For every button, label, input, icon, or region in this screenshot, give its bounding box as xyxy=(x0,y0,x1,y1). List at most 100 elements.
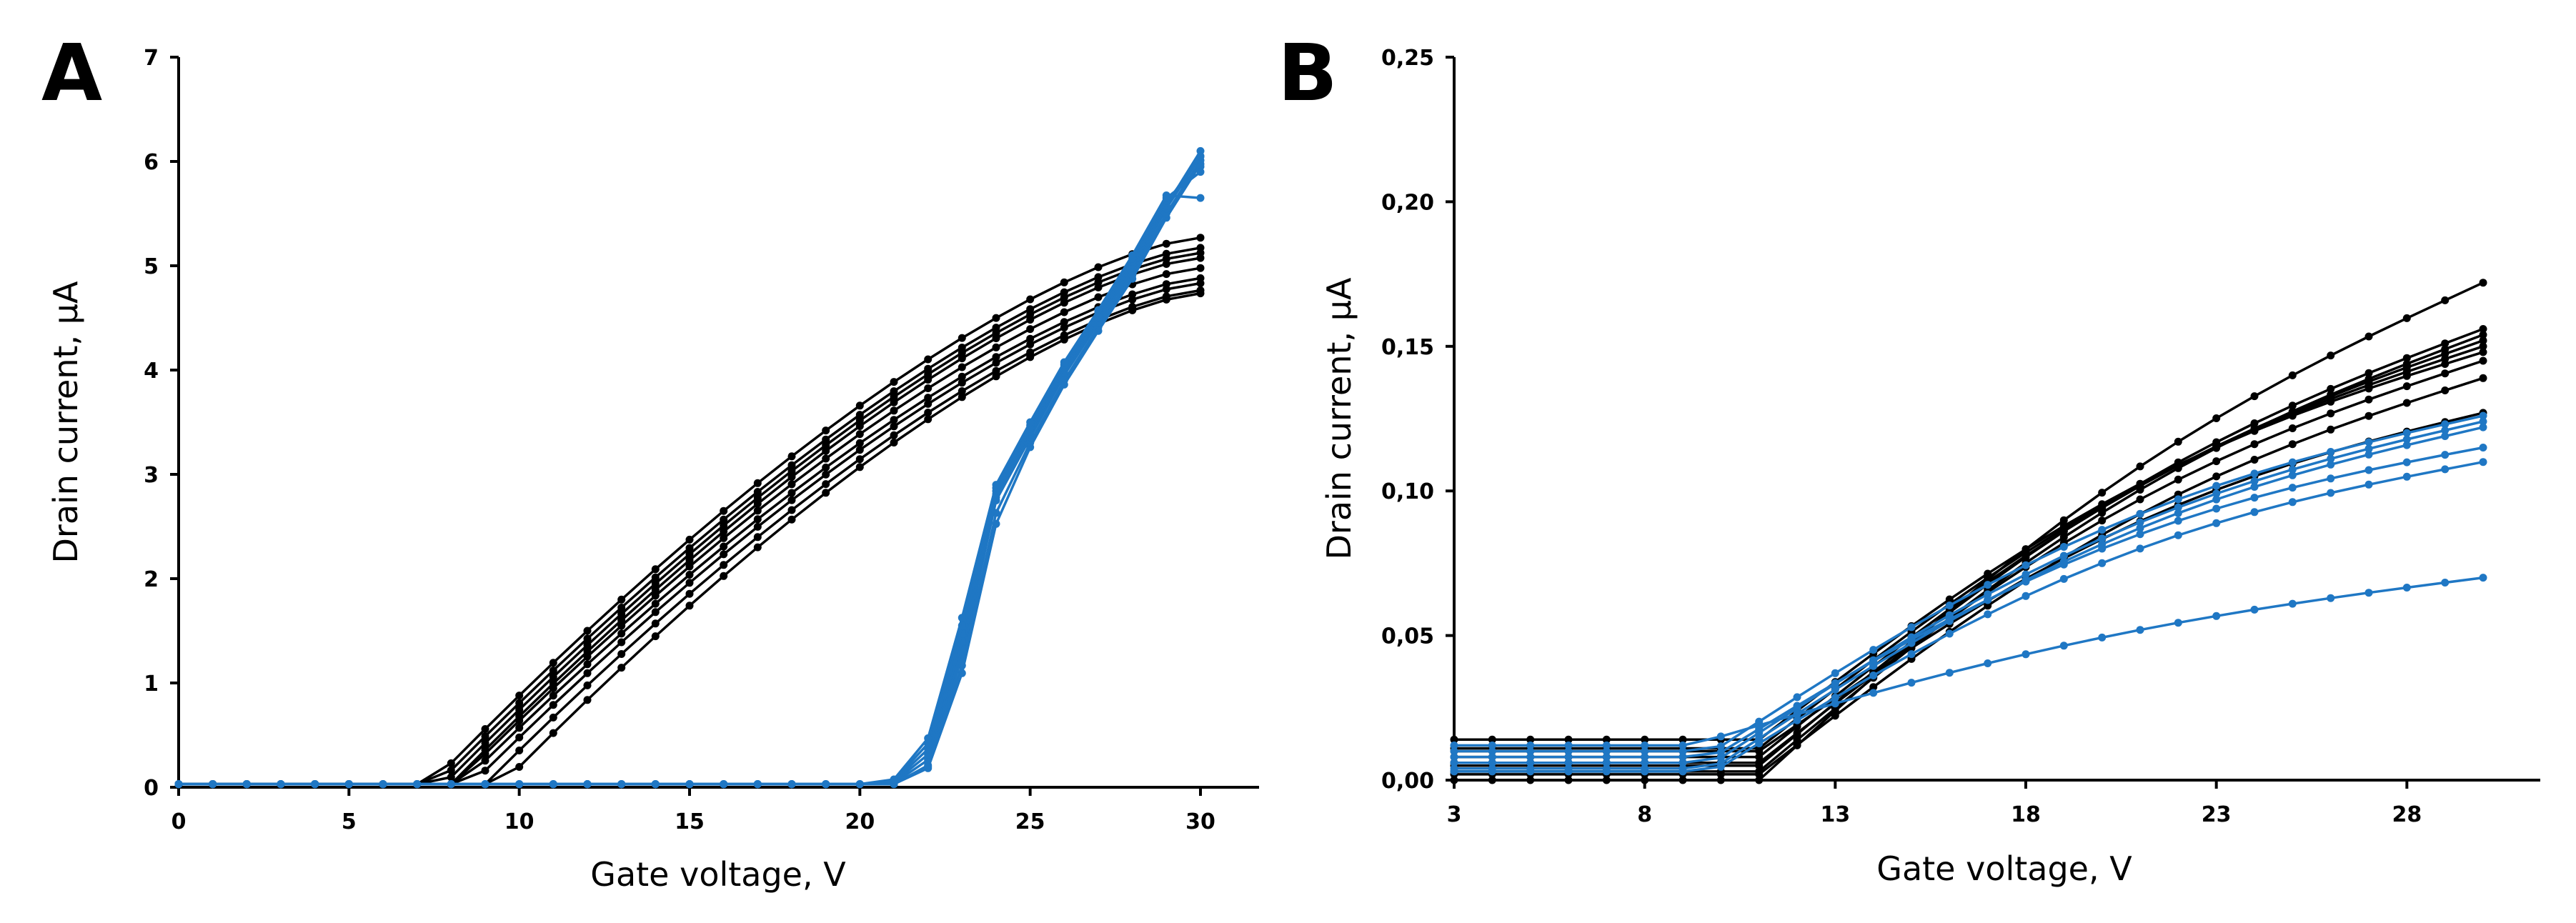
panel-b-black-point xyxy=(1755,776,1764,784)
panel-b-blue-point xyxy=(2212,489,2221,498)
panel-b-blue-point xyxy=(1602,759,1611,767)
panel-a-black-point xyxy=(515,717,524,725)
panel-a-black-series-line xyxy=(179,246,1201,786)
panel-a-black-point xyxy=(924,409,933,416)
panel-a-black-point xyxy=(447,773,455,782)
panel-b-blue-point xyxy=(2402,435,2411,444)
panel-a-black-point xyxy=(822,480,830,489)
panel-b-blue-point xyxy=(1945,602,1954,609)
panel-b-blue-point xyxy=(2021,650,2030,659)
panel-a-black-point xyxy=(481,732,489,741)
panel-a-black-point xyxy=(481,739,489,747)
panel-a-blue-point xyxy=(651,780,660,789)
panel-a-black-point xyxy=(583,627,592,635)
panel-b-black-point xyxy=(2059,533,2068,542)
panel-b-black-point xyxy=(2364,395,2373,404)
panel-b-black-point xyxy=(2288,424,2297,432)
panel-b-x-tick-label: 13 xyxy=(1820,802,1850,827)
panel-b-black-point xyxy=(1450,776,1458,784)
panel-b-black-point xyxy=(1564,776,1573,784)
panel-a-black-point xyxy=(549,701,557,709)
panel-b-blue-point xyxy=(1641,747,1649,755)
panel-a-black-point xyxy=(617,609,626,618)
panel-b-black-point xyxy=(1526,735,1535,744)
panel-a-black-point xyxy=(685,544,694,552)
panel-b-black-point xyxy=(2402,354,2411,362)
panel-a-x-tick-label: 10 xyxy=(504,809,534,834)
panel-b-blue-point xyxy=(2364,438,2373,446)
panel-b-blue-point xyxy=(1526,767,1535,776)
panel-b-blue-point xyxy=(2250,605,2259,614)
panel-a-black-point xyxy=(720,534,728,542)
panel-a-black-point xyxy=(1060,318,1068,326)
panel-a-black-point xyxy=(855,455,864,464)
panel-b-blue-point xyxy=(2327,460,2335,469)
panel-a-black-point xyxy=(447,766,455,774)
panel-b-blue-point xyxy=(2288,465,2297,474)
panel-a-black-point xyxy=(958,363,966,371)
panel-b-blue-point xyxy=(1450,767,1458,776)
panel-a-black-point xyxy=(890,392,898,401)
panel-b-blue-point xyxy=(2327,454,2335,463)
panel-b-black-point xyxy=(2364,369,2373,377)
panel-b-blue-point xyxy=(2098,559,2107,567)
panel-a-blue-point xyxy=(481,780,489,789)
panel-b-blue-point xyxy=(2059,560,2068,569)
panel-b-blue-point xyxy=(1450,759,1458,767)
panel-a-blue-point xyxy=(1128,251,1137,259)
panel-a-black-point xyxy=(890,416,898,424)
panel-b-black-point xyxy=(2250,426,2259,435)
panel-a-black-point xyxy=(651,565,660,574)
panel-b-blue-point xyxy=(2174,517,2182,525)
panel-a-black-point xyxy=(924,399,933,408)
panel-b-black-point xyxy=(2212,443,2221,451)
panel-a-black-point xyxy=(720,522,728,530)
panel-b-blue-point xyxy=(1679,759,1687,767)
panel-a-blue-point xyxy=(1060,358,1068,366)
panel-a-blue-series-line xyxy=(179,163,1202,786)
panel-b-blue-point xyxy=(2098,544,2107,553)
panel-a-black-point xyxy=(1094,263,1103,271)
panel-b-black-point xyxy=(2364,332,2373,341)
panel-b-blue-point xyxy=(1945,669,1954,677)
panel-a-black-point xyxy=(720,561,728,569)
panel-b-black-point xyxy=(2021,545,2030,554)
panel-b-blue-point xyxy=(1793,702,1801,710)
panel-a-black-point xyxy=(1196,264,1205,272)
panel-a-black-point xyxy=(753,479,762,487)
panel-a-y-tick-label: 6 xyxy=(144,150,159,175)
panel-b-black-point xyxy=(1755,753,1764,762)
panel-b-blue-point xyxy=(1755,721,1764,729)
panel-a-black-point xyxy=(651,608,660,617)
panel-b-blue-point xyxy=(1602,741,1611,749)
panel-a-black-point xyxy=(481,757,489,765)
panel-a-black-point xyxy=(924,394,933,402)
panel-b-blue-point xyxy=(1450,753,1458,762)
panel-b-blue-point xyxy=(2136,626,2144,634)
panel-a-blue-point xyxy=(515,780,524,789)
panel-a-black-point xyxy=(617,595,626,604)
panel-b-blue-point xyxy=(1564,741,1573,749)
panel-a-blue-point xyxy=(447,780,455,789)
panel-b-black-point xyxy=(2327,384,2335,393)
panel-a-black-point xyxy=(787,473,796,481)
panel-b-blue-point xyxy=(2479,411,2487,420)
panel-b-black-point xyxy=(1488,735,1496,744)
panel-a-blue-series-line xyxy=(179,155,1202,786)
panel-b-black-series-line xyxy=(1454,376,2484,776)
panel-b-black-point xyxy=(1793,741,1801,749)
panel-b-black-point xyxy=(2479,374,2487,382)
panel-a-black-point xyxy=(1026,295,1035,304)
panel-a-black-point xyxy=(1128,306,1137,314)
panel-b-black-point xyxy=(2174,475,2182,484)
panel-a-black-point xyxy=(1060,335,1068,344)
panel-b-blue-point xyxy=(2212,519,2221,527)
panel-b-blue-point xyxy=(1755,739,1764,748)
panel-b-black-point xyxy=(2136,479,2144,488)
panel-a-blue-point xyxy=(822,780,830,789)
panel-b-black-series-line xyxy=(1454,345,2484,750)
panel-b-blue-point xyxy=(1984,596,1992,604)
panel-b-black-point xyxy=(2288,401,2297,410)
panel-a-black-point xyxy=(583,696,592,704)
panel-b-black-point xyxy=(2288,440,2297,449)
